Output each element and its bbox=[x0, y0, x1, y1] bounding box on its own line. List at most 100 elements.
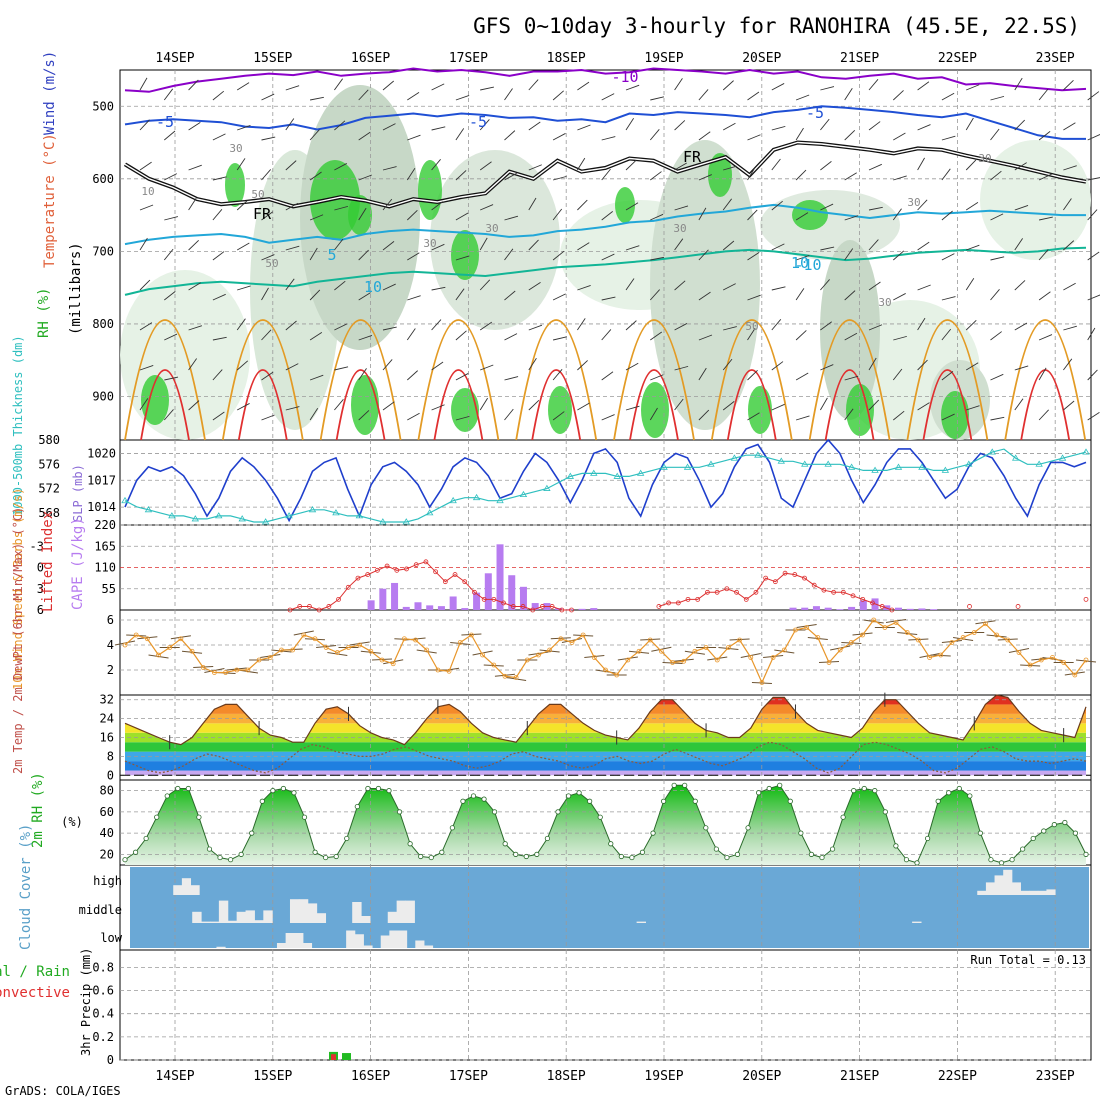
cape-bar bbox=[848, 606, 856, 610]
contour-label: -5 bbox=[806, 104, 824, 122]
wind-barb bbox=[188, 400, 200, 411]
wind-speed-point bbox=[469, 632, 474, 638]
rh-point bbox=[1020, 846, 1026, 852]
lifted-index-point bbox=[1015, 604, 1021, 609]
wind-barb bbox=[455, 255, 470, 261]
lifted-tick: 6 bbox=[37, 603, 44, 617]
lifted-index-point bbox=[374, 567, 380, 573]
wind-barb-10m bbox=[617, 656, 638, 661]
wind-speed-point bbox=[1016, 650, 1022, 655]
thickness-line bbox=[124, 448, 1087, 523]
wind-barb bbox=[820, 321, 832, 331]
cloud-cell bbox=[380, 935, 390, 948]
cloud-cell bbox=[245, 910, 255, 923]
wind-speed-point bbox=[915, 637, 921, 643]
thickness-point bbox=[918, 463, 926, 470]
cloud-cell bbox=[985, 882, 996, 895]
wind-barb bbox=[771, 200, 783, 211]
wind-barb bbox=[698, 409, 710, 421]
lifted-index-line bbox=[289, 561, 572, 611]
wind-barb bbox=[990, 373, 1004, 381]
thickness-point bbox=[449, 496, 457, 504]
wind-speed-point bbox=[636, 648, 642, 654]
wind-barb bbox=[164, 376, 179, 381]
wind-barb-10m bbox=[1064, 671, 1085, 676]
wind-speed-point bbox=[223, 670, 228, 675]
isotherm-line bbox=[124, 203, 1086, 246]
wind-barb bbox=[552, 90, 564, 101]
wind-speed-point bbox=[714, 657, 720, 663]
cloud-cell bbox=[346, 930, 356, 948]
wind-barb bbox=[892, 208, 902, 221]
rh2m-label: 2m RH (%) bbox=[30, 772, 46, 848]
rh-point bbox=[893, 843, 899, 849]
wind-barb bbox=[1038, 131, 1051, 141]
rh-point bbox=[597, 814, 603, 820]
lifted-index-point bbox=[365, 572, 371, 577]
wind-barb bbox=[941, 210, 953, 221]
date-label-bottom: 22SEP bbox=[938, 1069, 977, 1084]
temp-tick: 16 bbox=[100, 731, 114, 745]
rh-region bbox=[980, 140, 1091, 260]
rh-region bbox=[820, 240, 880, 420]
wind-barb bbox=[747, 328, 756, 341]
wind-barb bbox=[820, 203, 834, 211]
wind-barb bbox=[504, 172, 517, 181]
wind-barb bbox=[966, 405, 980, 411]
upper-temp-label: Temperature (°C) bbox=[42, 133, 58, 268]
wind-barb bbox=[941, 413, 955, 421]
date-label-bottom: 20SEP bbox=[742, 1069, 781, 1084]
contour-label: 10 bbox=[364, 278, 382, 296]
rh-point bbox=[407, 841, 413, 847]
wind-speed-point bbox=[346, 645, 351, 650]
rh-point bbox=[428, 854, 434, 861]
rh-unit: (%) bbox=[61, 815, 83, 829]
wind-speed-point bbox=[279, 647, 284, 653]
wind-barb bbox=[868, 239, 879, 251]
contour-label: 30 bbox=[978, 152, 991, 165]
lifted-tick: -3 bbox=[30, 539, 44, 553]
wind-barb bbox=[698, 367, 707, 381]
wind-barb bbox=[650, 374, 664, 381]
wind-speed-point bbox=[960, 635, 966, 640]
wind-barb bbox=[261, 93, 275, 101]
wind-barb bbox=[552, 368, 563, 381]
wind-barb bbox=[917, 81, 930, 91]
rh-point bbox=[449, 825, 455, 831]
wind-barb bbox=[309, 331, 323, 341]
wind-barb bbox=[1014, 77, 1023, 91]
contour-label: 10 bbox=[791, 254, 809, 272]
rh-humid-region bbox=[418, 160, 442, 220]
wind-barb bbox=[552, 208, 563, 221]
rh-point bbox=[587, 798, 593, 804]
wind-barb bbox=[212, 208, 223, 221]
cape-bar bbox=[426, 605, 434, 610]
wind-speed-point bbox=[591, 655, 597, 660]
panel-wind10m bbox=[119, 609, 1092, 696]
wind-barb bbox=[795, 415, 810, 421]
cloud-cell bbox=[192, 911, 202, 923]
wind-barb bbox=[990, 213, 1004, 221]
wind-barb bbox=[601, 211, 614, 221]
rh-point bbox=[132, 849, 139, 855]
wind-barb bbox=[795, 127, 804, 141]
wind-speed-point bbox=[1083, 657, 1089, 663]
wind-barb bbox=[674, 78, 683, 91]
wind-speed-point bbox=[647, 637, 653, 643]
wind-barb bbox=[1038, 249, 1049, 261]
wind-barb bbox=[552, 336, 567, 341]
wind-barb bbox=[723, 326, 737, 331]
warm-contour bbox=[531, 369, 582, 441]
cloud-cell bbox=[352, 902, 362, 923]
cape-tick: 55 bbox=[102, 582, 116, 596]
rh-point bbox=[808, 851, 815, 857]
wind-barb bbox=[358, 174, 372, 181]
wind-speed-point bbox=[323, 645, 329, 650]
cloud-cell bbox=[298, 899, 309, 923]
wind-barb bbox=[236, 403, 250, 411]
thickness-point bbox=[402, 518, 410, 525]
cloud-cell bbox=[276, 943, 287, 948]
wind-barb bbox=[236, 158, 246, 171]
wind-tick: 6 bbox=[107, 613, 114, 627]
